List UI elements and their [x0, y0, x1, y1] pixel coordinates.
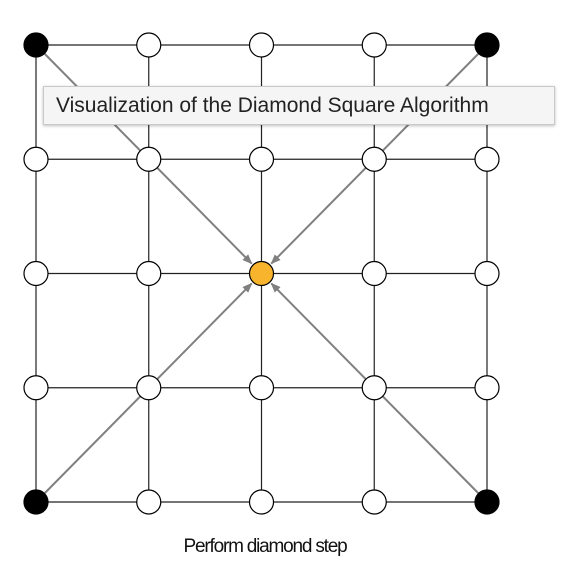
title-tooltip: Visualization of the Diamond Square Algo… [43, 86, 555, 125]
grid-nodes [23, 32, 500, 515]
grid-node [248, 375, 275, 401]
step-caption: Perform diamond step [183, 536, 348, 557]
corner-node [474, 32, 500, 58]
grid-node [136, 375, 162, 401]
grid-node [23, 375, 49, 401]
grid-node [361, 146, 387, 172]
grid-node [361, 32, 387, 58]
grid-node [23, 260, 49, 287]
grid-node [474, 375, 500, 401]
grid-node [136, 32, 162, 58]
target-node [248, 260, 275, 287]
grid-node [474, 146, 500, 172]
grid-node [23, 146, 49, 172]
grid-node [361, 260, 387, 287]
grid-node [136, 260, 162, 287]
grid-node [248, 146, 275, 172]
corner-node [474, 489, 500, 515]
grid-node [248, 489, 275, 515]
corner-node [23, 489, 49, 515]
grid-node [136, 489, 162, 515]
corner-node [23, 32, 49, 58]
grid-node [248, 32, 275, 58]
grid-node [361, 489, 387, 515]
grid-node [474, 260, 500, 287]
grid-node [136, 146, 162, 172]
grid-node [361, 375, 387, 401]
